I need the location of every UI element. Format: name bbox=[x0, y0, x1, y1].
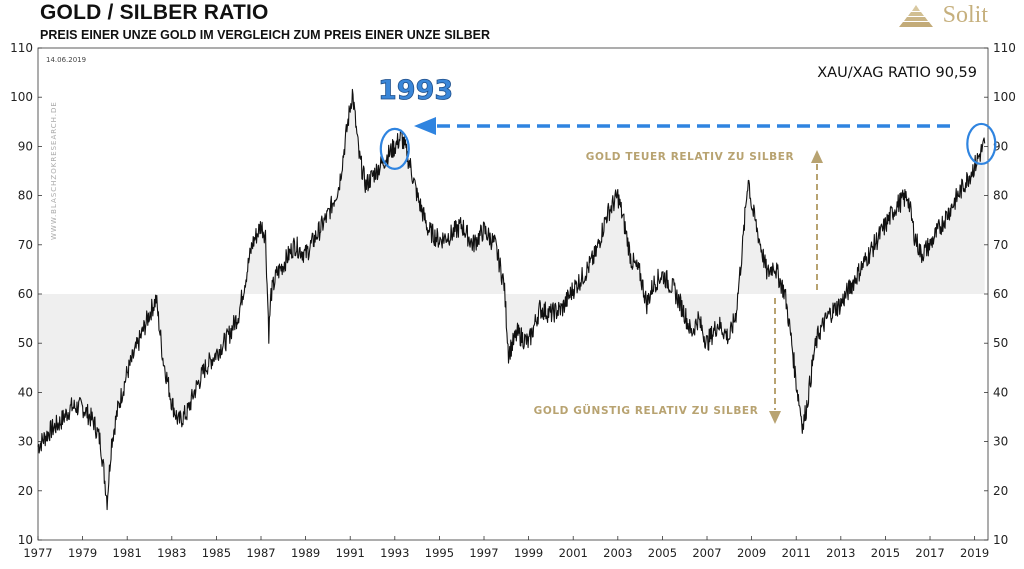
x-tick-label: 2003 bbox=[603, 546, 632, 560]
x-tick-label: 2017 bbox=[915, 546, 944, 560]
x-tick-label: 1977 bbox=[23, 546, 52, 560]
x-tick-label: 1981 bbox=[113, 546, 142, 560]
y-tick-label-right: 50 bbox=[993, 336, 1008, 350]
x-tick-label: 1979 bbox=[68, 546, 97, 560]
highlight-circle-1993 bbox=[379, 127, 410, 170]
y-tick-label-right: 60 bbox=[993, 287, 1008, 301]
band-layer bbox=[38, 92, 985, 501]
ratio-series-line bbox=[37, 88, 986, 511]
annotation-cheap: GOLD GÜNSTIG RELATIV ZU SILBER bbox=[534, 403, 759, 417]
x-tick-label: 2005 bbox=[648, 546, 677, 560]
x-tick-label: 1991 bbox=[336, 546, 365, 560]
y-tick-label-left: 100 bbox=[10, 90, 33, 104]
highlight-year-label: 1993 bbox=[378, 75, 453, 106]
y-tick-label-left: 90 bbox=[18, 139, 33, 153]
x-tick-label: 1989 bbox=[291, 546, 320, 560]
y-tick-label-right: 40 bbox=[993, 385, 1008, 399]
y-tick-label-right: 110 bbox=[993, 41, 1016, 55]
y-tick-label-left: 60 bbox=[18, 287, 33, 301]
annotation-layer bbox=[379, 117, 997, 424]
y-tick-label-right: 100 bbox=[993, 90, 1016, 104]
x-tick-label: 1983 bbox=[157, 546, 186, 560]
y-tick-label-left: 110 bbox=[10, 41, 33, 55]
x-tick-label: 2013 bbox=[826, 546, 855, 560]
chart-subtitle: PREIS EINER UNZE GOLD IM VERGLEICH ZUM P… bbox=[40, 28, 491, 42]
x-tick-label: 2011 bbox=[782, 546, 811, 560]
chart-title: GOLD / SILBER RATIO bbox=[40, 1, 269, 24]
x-tick-label: 2009 bbox=[737, 546, 766, 560]
solit-logo: Solit bbox=[897, 2, 988, 29]
x-tick-label: 2015 bbox=[871, 546, 900, 560]
y-tick-label-left: 70 bbox=[18, 238, 33, 252]
y-axis-left: 10 20 30 40 50 60 70 80 90 100 110 bbox=[10, 41, 42, 547]
comparison-arrow-head bbox=[414, 117, 436, 135]
y-tick-label-left: 20 bbox=[18, 484, 33, 498]
x-tick-label: 2007 bbox=[692, 546, 721, 560]
y-tick-label-left: 30 bbox=[18, 435, 33, 449]
y-tick-label-right: 10 bbox=[993, 533, 1008, 547]
pyramid-icon bbox=[898, 4, 933, 27]
y-tick-label-right: 30 bbox=[993, 435, 1008, 449]
x-tick-label: 1987 bbox=[246, 546, 275, 560]
y-tick-label-right: 70 bbox=[993, 238, 1008, 252]
annotation-expensive: GOLD TEUER RELATIV ZU SILBER bbox=[586, 151, 795, 163]
watermark-text: WWW.BLASCHZOKRESEARCH.DE bbox=[50, 101, 58, 240]
x-tick-label: 1985 bbox=[202, 546, 231, 560]
y-axis-right: 10 20 30 40 50 60 70 80 90 100 110 bbox=[984, 41, 1016, 547]
shaded-band bbox=[38, 92, 985, 501]
y-tick-label-left: 80 bbox=[18, 189, 33, 203]
date-stamp: 14.06.2019 bbox=[46, 56, 86, 64]
arrow-up-head bbox=[811, 150, 823, 163]
highlight-circle-2019 bbox=[966, 122, 997, 166]
x-tick-label: 1999 bbox=[514, 546, 543, 560]
arrow-down-head bbox=[769, 411, 781, 424]
y-tick-label-right: 20 bbox=[993, 484, 1008, 498]
x-tick-label: 1995 bbox=[425, 546, 454, 560]
y-tick-label-left: 50 bbox=[18, 336, 33, 350]
x-tick-label: 2001 bbox=[559, 546, 588, 560]
logo-text: Solit bbox=[942, 2, 988, 28]
x-tick-label: 2019 bbox=[960, 546, 989, 560]
y-tick-label-right: 80 bbox=[993, 189, 1008, 203]
x-axis: 1977 1979 1981 1983 1985 1987 1989 1991 1993 1995… bbox=[23, 536, 989, 560]
y-tick-label-right: 90 bbox=[993, 139, 1008, 153]
series-layer bbox=[37, 88, 986, 511]
y-tick-label-left: 40 bbox=[18, 385, 33, 399]
x-tick-label: 1997 bbox=[469, 546, 498, 560]
y-tick-label-left: 10 bbox=[18, 533, 33, 547]
x-tick-label: 1993 bbox=[380, 546, 409, 560]
current-ratio-label: XAU/XAG RATIO 90,59 bbox=[817, 65, 977, 81]
